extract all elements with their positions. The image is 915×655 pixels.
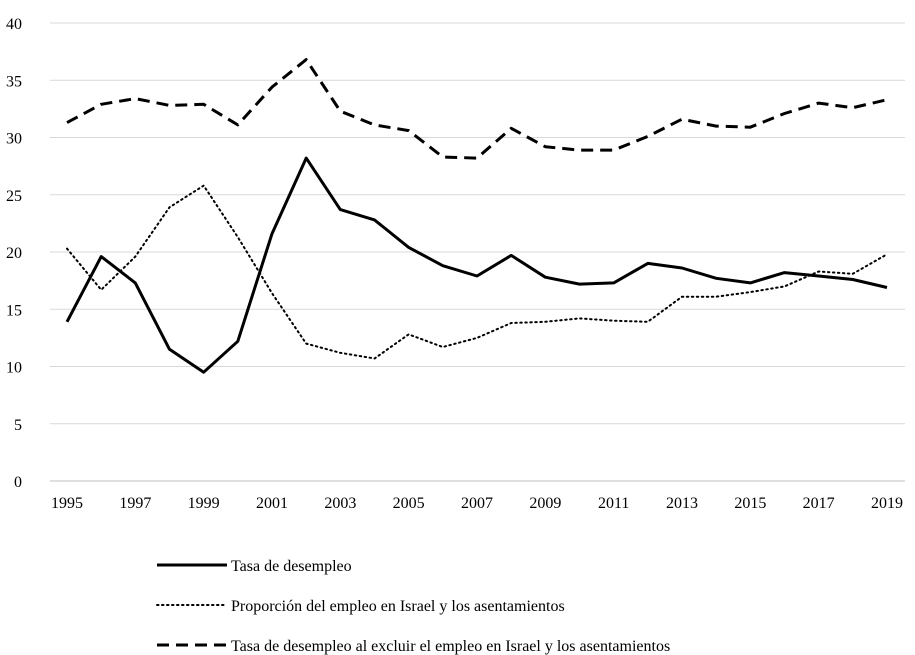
- series-line-2: [66, 184, 888, 360]
- y-tick-label: 0: [14, 474, 22, 491]
- x-axis-tick-labels: 1995 1997 1999 2001 2003 2005 2007 2009 2011 2013…: [51, 495, 903, 512]
- legend-label: Tasa de desempleo: [231, 558, 352, 575]
- x-tick-label: 2007: [461, 495, 493, 512]
- legend-label: Proporción del empleo en Israel y los as…: [231, 598, 565, 615]
- x-tick-label: 2003: [324, 495, 356, 512]
- legend-entry-3: Tasa de desempleo al excluir el empleo e…: [157, 638, 670, 655]
- x-tick-label: 2011: [598, 495, 629, 512]
- series-lines: [65, 58, 888, 374]
- x-tick-label: 2005: [393, 495, 425, 512]
- y-tick-label: 15: [6, 302, 22, 319]
- y-tick-label: 10: [6, 360, 22, 377]
- x-tick-label: 2015: [734, 495, 766, 512]
- legend: Tasa de desempleo Proporción del empleo e…: [156, 558, 670, 655]
- y-tick-label: 20: [6, 245, 22, 262]
- x-tick-label: 2017: [803, 495, 835, 512]
- series-line-3: [66, 58, 888, 160]
- y-tick-label: 30: [6, 131, 22, 148]
- y-tick-label: 35: [6, 73, 22, 90]
- legend-entry-2: Proporción del empleo en Israel y los as…: [156, 598, 565, 615]
- y-tick-label: 25: [6, 188, 22, 205]
- x-tick-label: 2009: [529, 495, 561, 512]
- x-tick-label: 2001: [256, 495, 288, 512]
- x-tick-label: 1999: [188, 495, 220, 512]
- x-tick-label: 1995: [51, 495, 83, 512]
- x-tick-label: 1997: [119, 495, 151, 512]
- x-tick-label: 2013: [666, 495, 698, 512]
- y-tick-label: 5: [14, 417, 22, 434]
- legend-label: Tasa de desempleo al excluir el empleo e…: [231, 638, 670, 655]
- legend-entry-1: Tasa de desempleo: [157, 558, 352, 575]
- y-tick-label: 40: [6, 16, 22, 33]
- x-tick-label: 2019: [871, 495, 903, 512]
- gridlines: [50, 22, 905, 425]
- y-axis-tick-labels: 0 5 10 15 20 25 30 35 40: [6, 16, 22, 491]
- series-line-1: [65, 156, 888, 374]
